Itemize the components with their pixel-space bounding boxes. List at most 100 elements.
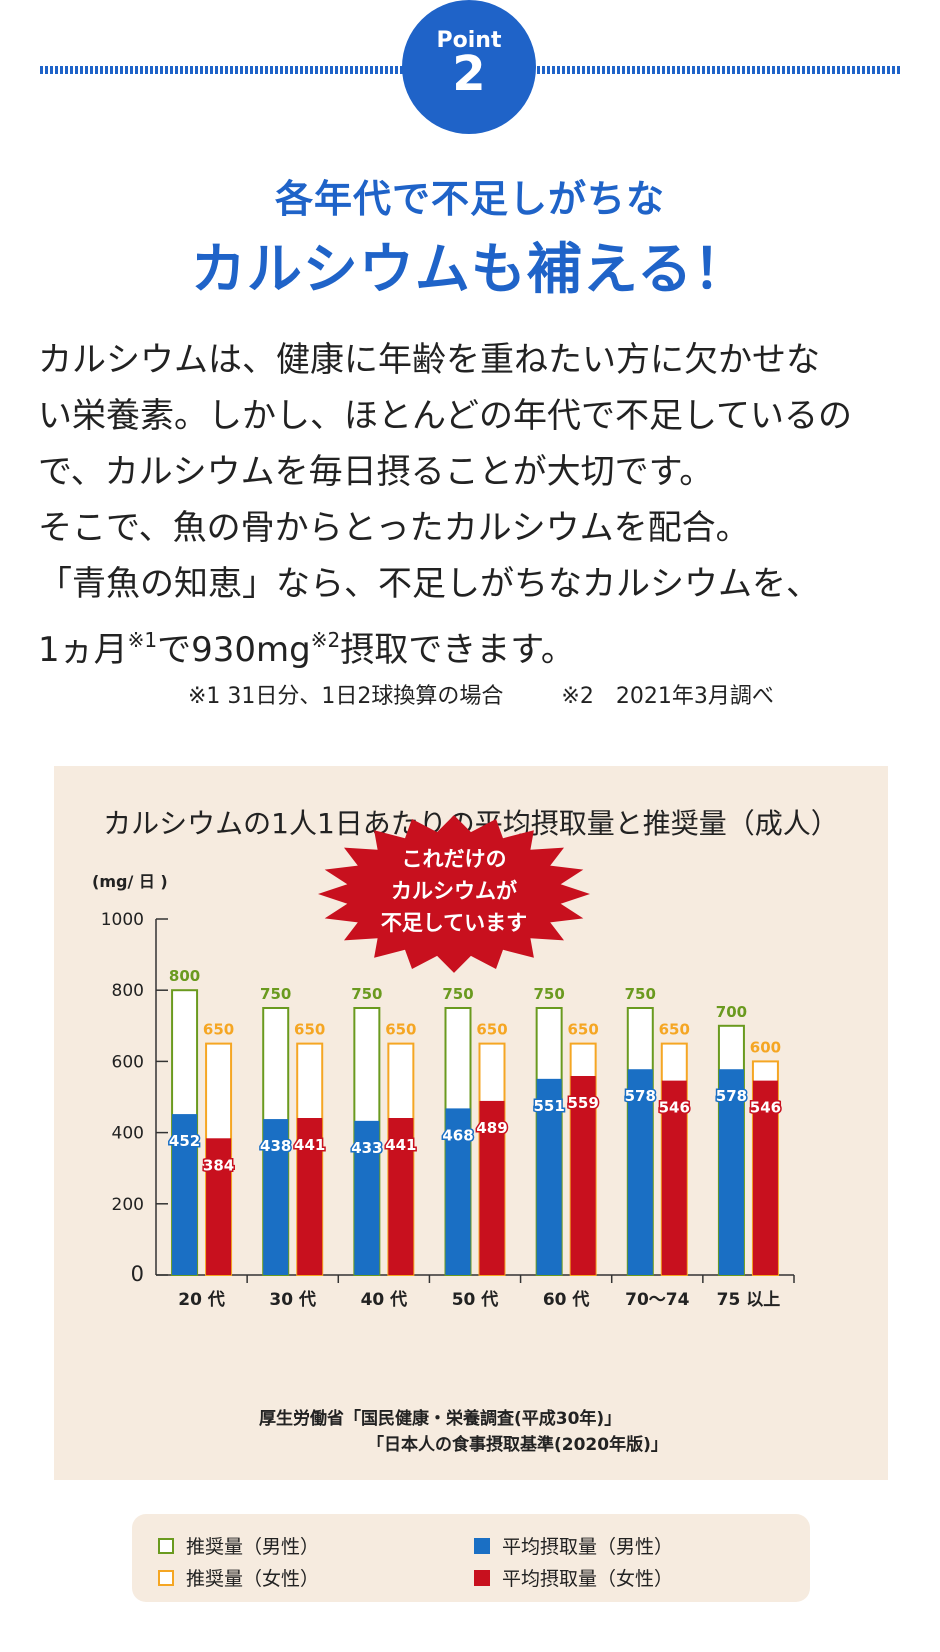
legend-swatch-male-average [474,1537,490,1554]
legend-label-female-average: 平均摂取量（女性） [502,1568,674,1590]
chart-panel: カルシウムの1人1日あたりの平均摂取量と推奨量（成人） これだけの カルシウムが不… [54,766,888,1480]
label-male-recommended: 800 [169,967,200,985]
point-badge: Point 2 [402,0,536,134]
x-axis-category-label: 50 代 [452,1289,499,1310]
y-axis-tick-label: 1000 [101,910,144,930]
data-source: 厚生労働省「国民健康・栄養調査(平成30年)」 「日本人の食事摂取基準(2020… [259,1406,668,1458]
body-line-6-part2: で930mg [157,630,311,670]
legend-swatch-male-recommended [158,1537,174,1554]
bar-male-average [354,1120,380,1275]
x-axis-category-label: 60 代 [543,1289,590,1310]
body-line-3: で、カルシウムを毎日摂ることが大切です。 [38,452,714,492]
body-line-1: カルシウムは、健康に年齢を重ねたい方に欠かせな [38,340,820,380]
legend-label-male-recommended: 推奨量（男性） [186,1536,320,1558]
annotation-text-line: カルシウムが [391,879,517,903]
y-axis-tick-label: 800 [112,981,144,1001]
footnotes: ※1 31日分、1日2球換算の場合 ※2 2021年3月調べ [188,678,774,710]
label-male-average: 551 [533,1097,564,1115]
legend-label-female-recommended: 推奨量（女性） [186,1568,320,1590]
bar-female-average [570,1075,596,1275]
point-number: 2 [452,46,486,102]
bar-male-average [536,1078,562,1275]
headline-line2: カルシウムも補える！ [190,237,750,301]
label-male-recommended: 750 [533,985,564,1003]
legend-swatch-female-recommended [158,1569,174,1586]
label-female-recommended: 650 [659,1021,690,1039]
label-male-recommended: 700 [716,1003,747,1021]
bar-male-average [718,1069,744,1275]
label-female-recommended: 600 [750,1038,781,1056]
body-line-6: 1ヵ月※1で930mg※2摂取できます。 [38,612,908,670]
body-line-6-part3: 摂取できます。 [340,630,575,670]
label-female-recommended: 650 [567,1021,598,1039]
label-male-average: 468 [442,1126,473,1144]
bar-female-average [388,1118,414,1275]
footnote-ref-1: ※1 [127,628,158,652]
label-male-average: 452 [169,1132,200,1150]
y-axis-unit-label: (mg/ 日 ) [92,872,168,891]
label-male-recommended: 750 [351,985,382,1003]
bar-female-average [752,1080,778,1275]
label-male-average: 433 [351,1139,382,1157]
label-female-average: 441 [294,1136,325,1154]
bar-female-average [479,1100,505,1275]
bar-female-average [206,1138,232,1275]
decorative-dotted-line-left [40,66,412,74]
legend-item-female-recommended: 推奨量（女性） [158,1564,319,1591]
label-female-recommended: 650 [385,1021,416,1039]
label-male-average: 578 [716,1087,747,1105]
footnote-1: ※1 31日分、1日2球換算の場合 [188,684,504,709]
y-axis-tick-label: 0 [131,1262,144,1286]
legend-item-male-average: 平均摂取量（男性） [474,1532,673,1559]
y-axis-tick-label: 600 [112,1052,144,1072]
label-female-average: 384 [203,1156,234,1174]
label-female-average: 546 [659,1099,690,1117]
footnote-2: ※2 2021年3月調べ [561,684,774,709]
label-male-average: 578 [625,1087,656,1105]
decorative-dotted-line-right [532,66,900,74]
x-axis-category-label: 75 以上 [717,1290,781,1310]
label-female-recommended: 650 [476,1021,507,1039]
source-line-1: 厚生労働省「国民健康・栄養調査(平成30年)」 [259,1409,622,1429]
legend-swatch-female-average [474,1569,490,1586]
chart-legend: 推奨量（男性） 推奨量（女性） 平均摂取量（男性） 平均摂取量（女性） [132,1514,810,1602]
y-axis-tick-label: 400 [112,1124,144,1144]
x-axis-category-label: 40 代 [361,1289,408,1310]
label-male-recommended: 750 [442,985,473,1003]
annotation-text-line: これだけの [402,847,507,871]
headline-line1: 各年代で不足しがちな [274,177,665,221]
bar-female-average [661,1080,687,1275]
x-axis-category-label: 20 代 [178,1289,225,1310]
body-line-5: 「青魚の知恵」なら、不足しがちなカルシウムを、 [38,564,820,604]
body-line-4: そこで、魚の骨からとったカルシウムを配合。 [38,508,750,548]
body-line-2: い栄養素。しかし、ほとんどの年代で不足しているの [38,396,852,436]
footnote-ref-2: ※2 [310,628,341,652]
label-female-average: 559 [567,1094,598,1112]
x-axis-category-label: 30 代 [269,1289,316,1310]
source-line-2: 「日本人の食事摂取基準(2020年版)」 [367,1435,668,1455]
legend-item-female-average: 平均摂取量（女性） [474,1564,673,1591]
bar-male-average [627,1069,653,1275]
label-female-recommended: 650 [203,1021,234,1039]
label-male-recommended: 750 [625,985,656,1003]
x-axis-category-label: 70～74 [625,1290,689,1310]
bar-male-average [445,1108,471,1275]
body-line-6-part1: 1ヵ月 [38,630,128,670]
label-female-recommended: 650 [294,1021,325,1039]
legend-item-male-recommended: 推奨量（男性） [158,1532,319,1559]
point-label: Point [436,28,502,53]
legend-label-male-average: 平均摂取量（男性） [502,1536,674,1558]
y-axis-tick-label: 200 [112,1195,144,1215]
bar-male-average [172,1114,198,1275]
body-copy: カルシウムは、健康に年齢を重ねたい方に欠かせな い栄養素。しかし、ほとんどの年代… [38,332,908,670]
bar-male-average [263,1119,289,1275]
label-female-average: 546 [750,1099,781,1117]
bar-female-average [297,1118,323,1275]
label-female-average: 441 [385,1136,416,1154]
annotation-text-line: 不足しています [381,911,527,935]
label-male-average: 438 [260,1137,291,1155]
label-female-average: 489 [476,1119,507,1137]
annotation-burst [318,815,590,973]
label-male-recommended: 750 [260,985,291,1003]
